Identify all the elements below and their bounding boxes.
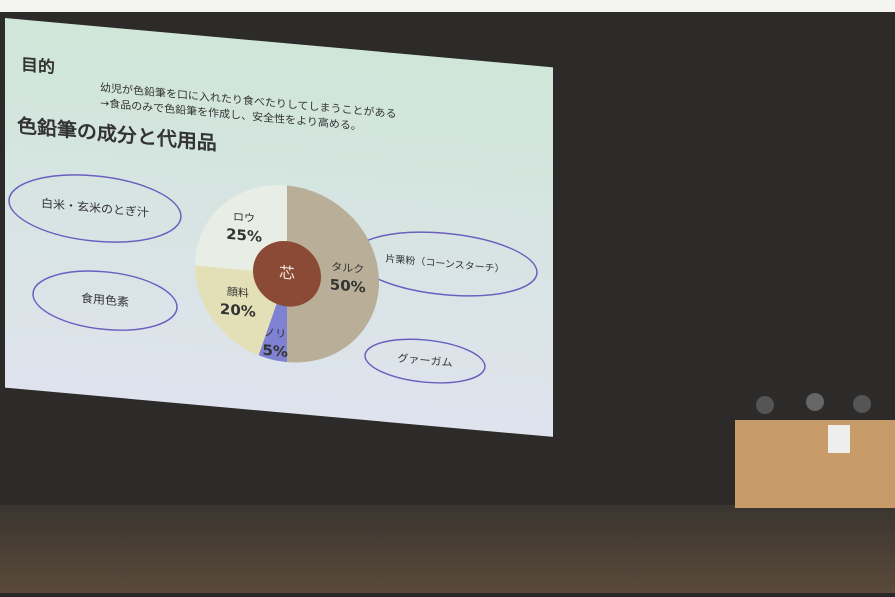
- value-label: 5%: [262, 342, 288, 361]
- person: [756, 396, 774, 414]
- stage-floor: [0, 505, 895, 593]
- value-label: 50%: [330, 277, 366, 297]
- annotation: 食用色素: [81, 291, 129, 309]
- slice-label: ノリ: [264, 326, 286, 341]
- slice-label: タルク: [331, 260, 364, 276]
- slice-label: 顔料: [227, 284, 249, 300]
- bubble: [364, 338, 486, 384]
- bubble: [8, 174, 182, 243]
- person: [853, 395, 871, 413]
- value-label: 25%: [226, 226, 262, 246]
- heading: 目的: [21, 54, 55, 77]
- podium-table: [735, 420, 895, 508]
- person: [806, 393, 824, 411]
- core-label: 芯: [279, 263, 295, 283]
- top-border: [0, 0, 895, 12]
- pie-slice: [287, 185, 379, 363]
- slide: 目的 幼児が色鉛筆を口に入れたり食べたりしてしまうことがある →食品のみで色鉛筆…: [5, 18, 553, 437]
- annotation: グァーガム: [398, 351, 453, 370]
- name-card: [828, 425, 850, 453]
- slice-label: ロウ: [233, 210, 255, 225]
- bubble: [32, 270, 178, 331]
- value-label: 20%: [220, 301, 256, 321]
- pie-core: [253, 240, 321, 307]
